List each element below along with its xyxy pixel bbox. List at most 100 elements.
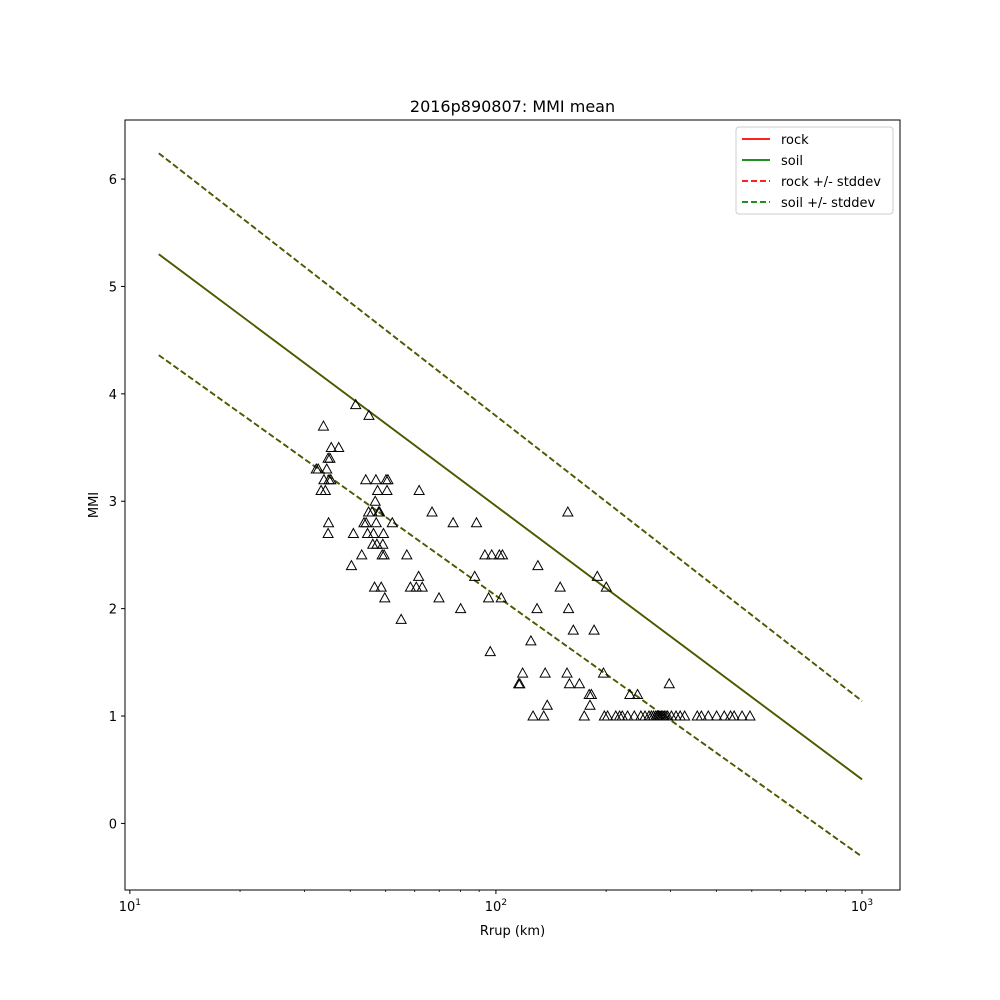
legend-label: soil +/- stddev	[781, 196, 876, 211]
observation-marker	[325, 441, 338, 453]
observation-marker	[363, 409, 375, 420]
legend-label: rock	[781, 133, 809, 148]
observation-marker	[591, 570, 604, 581]
observation-marker	[585, 688, 598, 700]
observation-marker	[601, 709, 614, 721]
observation-marker	[454, 602, 467, 614]
observation-marker	[317, 420, 330, 431]
observation-marker	[322, 516, 335, 528]
observation-marker	[355, 548, 368, 560]
observation-marker	[324, 452, 336, 463]
observation-marker	[322, 527, 334, 538]
observation-marker	[695, 709, 708, 721]
observation-marker	[516, 667, 529, 678]
observation-marker	[621, 709, 634, 721]
observation-marker	[410, 581, 423, 592]
observation-marker	[360, 516, 372, 528]
observation-marker	[718, 709, 731, 721]
observation-marker	[413, 484, 425, 496]
observation-marker	[663, 677, 676, 689]
observation-marker	[359, 473, 372, 485]
observation-marker	[624, 688, 636, 700]
observation-marker	[373, 505, 386, 517]
observation-marker	[541, 699, 554, 710]
observation-marker	[470, 516, 483, 528]
observation-marker	[539, 667, 552, 678]
observation-marker	[368, 581, 381, 592]
legend-box	[735, 126, 894, 215]
observation-marker	[367, 527, 380, 538]
observation-marker	[332, 441, 345, 453]
y-axis-label: MMI	[87, 492, 102, 518]
observation-marker	[347, 527, 360, 538]
observation-marker	[412, 570, 425, 581]
observation-marker	[375, 581, 388, 592]
observation-marker	[584, 699, 596, 710]
x-axis-label: Rrup (km)	[480, 924, 545, 939]
observation-marker	[386, 516, 399, 528]
observation-marker	[320, 462, 333, 474]
observation-marker	[537, 709, 550, 721]
y-tick-label: 6	[109, 173, 117, 188]
observation-marker	[366, 505, 378, 517]
observation-marker	[728, 709, 740, 721]
observation-marker	[578, 709, 591, 721]
observation-marker	[561, 667, 573, 678]
observation-marker	[567, 624, 580, 635]
observation-marker	[370, 473, 382, 485]
observation-marker	[527, 709, 539, 721]
observation-marker	[324, 473, 337, 485]
observation-marker	[513, 677, 526, 689]
observation-marker	[678, 709, 691, 721]
observation-points	[310, 398, 756, 721]
observation-marker	[404, 581, 417, 592]
observation-marker	[628, 709, 641, 721]
observation-marker	[496, 548, 509, 560]
observation-marker	[525, 634, 537, 646]
observation-marker	[468, 570, 481, 581]
observation-marker	[588, 624, 600, 635]
y-tick-label: 0	[109, 817, 117, 832]
observation-marker	[563, 677, 576, 689]
observation-marker	[573, 677, 586, 689]
observation-marker	[532, 559, 544, 571]
y-tick-label: 2	[109, 603, 117, 618]
x-tick-label: 101	[119, 898, 141, 915]
observation-marker	[378, 548, 390, 560]
observation-marker	[369, 495, 382, 506]
observation-marker	[349, 398, 362, 410]
legend: rock soil rock +/- stddev soil +/- stddev	[735, 126, 894, 215]
plot-area-frame	[124, 119, 901, 891]
observation-marker	[744, 709, 756, 721]
observation-marker	[600, 581, 613, 592]
observation-marker	[370, 516, 383, 528]
observation-marker	[378, 591, 391, 603]
series-line-soil-stddev	[158, 152, 863, 702]
observation-marker	[736, 709, 748, 721]
observation-marker	[631, 688, 644, 700]
y-tick-label: 5	[109, 280, 117, 295]
observation-marker	[312, 462, 325, 474]
x-tick-label: 103	[851, 898, 873, 915]
observation-marker	[416, 581, 429, 592]
observation-marker	[702, 709, 715, 721]
y-tick-label: 1	[109, 710, 117, 725]
observation-marker	[710, 709, 723, 721]
legend-label: rock +/- stddev	[781, 175, 881, 190]
observation-marker	[376, 538, 389, 549]
y-tick-label: 3	[109, 495, 117, 510]
observation-marker	[561, 505, 574, 517]
observation-marker	[426, 505, 438, 517]
observation-marker	[482, 591, 495, 603]
observation-marker	[495, 591, 508, 603]
observation-marker	[382, 473, 394, 485]
observation-marker	[395, 613, 408, 624]
observation-marker	[531, 602, 543, 614]
observation-marker	[484, 645, 497, 657]
observation-marker	[447, 516, 459, 528]
observation-marker	[400, 548, 413, 560]
observation-marker	[479, 548, 491, 560]
observation-marker	[345, 559, 358, 571]
y-axis: 0 1 2 3 4 5 6	[109, 173, 125, 832]
